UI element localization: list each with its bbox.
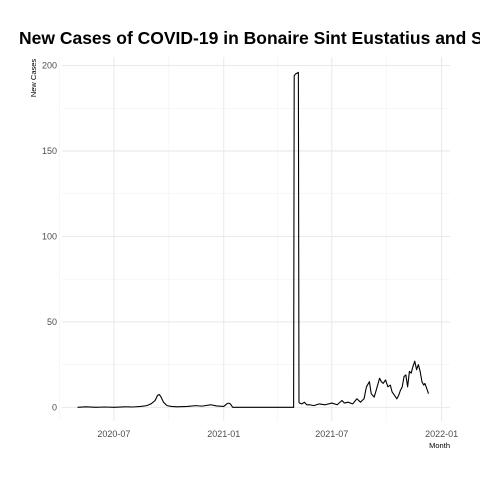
- y-axis-title: New Cases: [29, 59, 38, 98]
- x-tick-labels: 2020-07 2021-01 2021-07 2022-01: [97, 429, 458, 439]
- y-tick-label: 50: [47, 317, 57, 327]
- x-tick-label: 2022-01: [425, 429, 458, 439]
- series-line: [77, 71, 430, 408]
- x-tick-label: 2021-01: [207, 429, 240, 439]
- x-tick-label: 2021-07: [315, 429, 348, 439]
- y-tick-label: 150: [42, 146, 57, 156]
- chart-title: New Cases of COVID-19 in Bonaire Sint Eu…: [19, 28, 480, 48]
- y-tick-label: 200: [42, 61, 57, 71]
- grid: [59, 57, 450, 421]
- y-tick-label: 0: [52, 402, 57, 412]
- y-tick-labels: 0 50 100 150 200: [42, 61, 57, 413]
- x-tick-label: 2020-07: [97, 429, 130, 439]
- series-group: [77, 71, 430, 408]
- y-tick-label: 100: [42, 231, 57, 241]
- x-axis-title: Month: [429, 441, 450, 450]
